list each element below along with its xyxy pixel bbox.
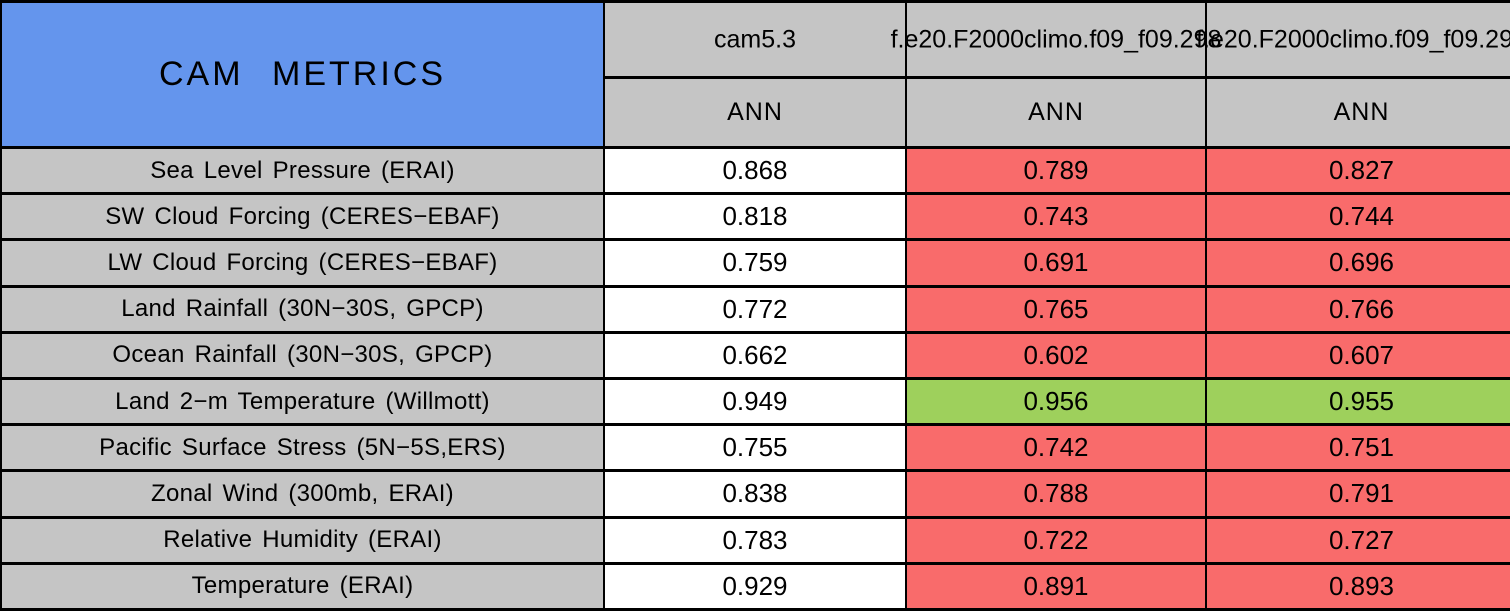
value-cell: 0.765 <box>905 284 1207 334</box>
metric-label-cell: Zonal Wind (300mb, ERAI) <box>0 469 605 519</box>
value-cell: 0.743 <box>905 192 1207 242</box>
metric-label-cell: Relative Humidity (ERAI) <box>0 515 605 565</box>
table-row: Pacific Surface Stress (5N−5S,ERS) 0.755… <box>0 423 1510 473</box>
value-cell: 0.789 <box>905 145 1207 196</box>
value-cell: 0.662 <box>603 330 907 380</box>
value-cell: 0.727 <box>1205 515 1510 565</box>
value-cell: 0.868 <box>603 145 907 196</box>
value-cell: 0.893 <box>1205 561 1510 611</box>
value-cell: 0.607 <box>1205 330 1510 380</box>
table-row: Land 2−m Temperature (Willmott) 0.949 0.… <box>0 376 1510 427</box>
value-cell: 0.956 <box>905 376 1207 427</box>
table-row: LW Cloud Forcing (CERES−EBAF) 0.759 0.69… <box>0 238 1510 288</box>
run-name: cam5.3 <box>714 25 796 53</box>
value-cell: 0.818 <box>603 192 907 242</box>
table-row: Relative Humidity (ERAI) 0.783 0.722 0.7… <box>0 515 1510 565</box>
run-name: f.e20.F2000climo.f09_f09.298 <box>890 25 1222 53</box>
metric-label-cell: LW Cloud Forcing (CERES−EBAF) <box>0 238 605 288</box>
metric-label-cell: Sea Level Pressure (ERAI) <box>0 145 605 196</box>
value-cell: 0.696 <box>1205 238 1510 288</box>
value-cell: 0.691 <box>905 238 1207 288</box>
value-cell: 0.891 <box>905 561 1207 611</box>
run-header-cell: cam5.3 <box>603 0 907 79</box>
season-header-cell: ANN <box>1205 76 1510 149</box>
value-cell: 0.955 <box>1205 376 1510 427</box>
value-cell: 0.791 <box>1205 469 1510 519</box>
value-cell: 0.755 <box>603 423 907 473</box>
value-cell: 0.929 <box>603 561 907 611</box>
value-cell: 0.783 <box>603 515 907 565</box>
table-row: Temperature (ERAI) 0.929 0.891 0.893 <box>0 561 1510 611</box>
table-row: Ocean Rainfall (30N−30S, GPCP) 0.662 0.6… <box>0 330 1510 380</box>
metric-label-cell: Land 2−m Temperature (Willmott) <box>0 376 605 427</box>
corner-title-cell: CAM METRICS <box>0 0 605 149</box>
run-header-cell: f.e20.F2000climo.f09_f09.299 <box>1196 0 1510 79</box>
value-cell: 0.602 <box>905 330 1207 380</box>
value-cell: 0.742 <box>905 423 1207 473</box>
season-header-cell: ANN <box>603 76 907 149</box>
value-cell: 0.838 <box>603 469 907 519</box>
table-row: Land Rainfall (30N−30S, GPCP) 0.772 0.76… <box>0 284 1510 334</box>
value-cell: 0.949 <box>603 376 907 427</box>
table-row: SW Cloud Forcing (CERES−EBAF) 0.818 0.74… <box>0 192 1510 242</box>
metric-label-cell: Land Rainfall (30N−30S, GPCP) <box>0 284 605 334</box>
value-cell: 0.788 <box>905 469 1207 519</box>
metric-label-cell: Ocean Rainfall (30N−30S, GPCP) <box>0 330 605 380</box>
metric-label-cell: Pacific Surface Stress (5N−5S,ERS) <box>0 423 605 473</box>
value-cell: 0.751 <box>1205 423 1510 473</box>
run-name: f.e20.F2000climo.f09_f09.299 <box>1196 25 1510 53</box>
metric-label-cell: SW Cloud Forcing (CERES−EBAF) <box>0 192 605 242</box>
value-cell: 0.827 <box>1205 145 1510 196</box>
value-cell: 0.766 <box>1205 284 1510 334</box>
value-cell: 0.772 <box>603 284 907 334</box>
value-cell: 0.744 <box>1205 192 1510 242</box>
run-header-cell: f.e20.F2000climo.f09_f09.298 <box>891 0 1221 79</box>
value-cell: 0.759 <box>603 238 907 288</box>
table-row: Sea Level Pressure (ERAI) 0.868 0.789 0.… <box>0 145 1510 196</box>
metric-label-cell: Temperature (ERAI) <box>0 561 605 611</box>
value-cell: 0.722 <box>905 515 1207 565</box>
season-header-row: ANN ANN ANN <box>1 76 1510 149</box>
season-header-cell: ANN <box>905 76 1207 149</box>
table-row: Zonal Wind (300mb, ERAI) 0.838 0.788 0.7… <box>0 469 1510 519</box>
run-header-row: CAM METRICS cam5.3 f.e20.F2000climo.f09_… <box>0 0 1510 149</box>
